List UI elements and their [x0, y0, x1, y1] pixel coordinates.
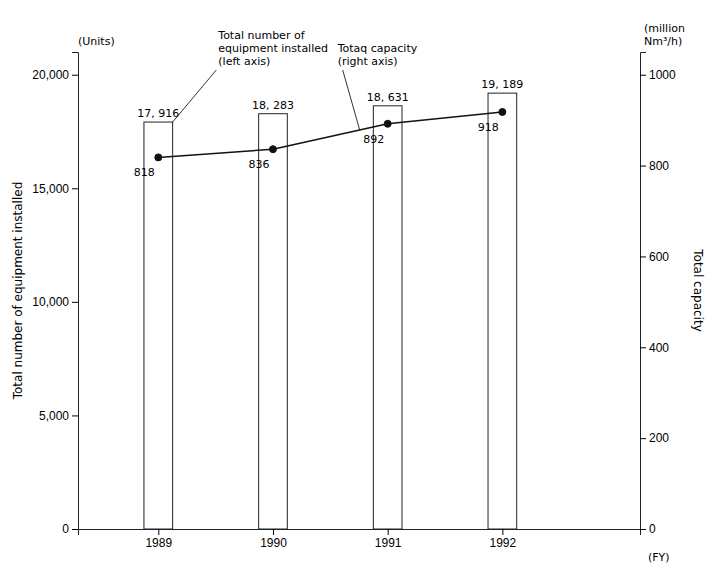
- x-axis-tick-label: 1991: [375, 536, 402, 550]
- y2-axis-tick: 200: [640, 431, 669, 445]
- bar: [373, 106, 402, 529]
- y-axis-tick: 10,000: [32, 295, 78, 309]
- x-axis-tick: 1989: [145, 529, 172, 550]
- y2-axis-tick: 600: [640, 250, 669, 264]
- marker: [384, 120, 391, 127]
- data-label: 818: [134, 166, 155, 179]
- y-axis-tick-mark: [72, 188, 78, 189]
- x-axis-tick-mark: [502, 529, 503, 535]
- y2-axis-tick-mark: [640, 529, 646, 530]
- y-axis-tick: 5,000: [39, 409, 78, 423]
- y2-axis-tick-mark: [640, 166, 646, 167]
- x-axis-title: (FY): [648, 551, 670, 564]
- y-axis-tick-mark: [72, 529, 78, 530]
- data-label: 18, 283: [252, 99, 294, 112]
- x-axis-tick: 1990: [260, 529, 287, 550]
- bar: [488, 93, 517, 529]
- y2-axis-tick: 400: [640, 341, 669, 355]
- y2-axis-tick-label: 800: [649, 159, 669, 173]
- y2-axis-tick-label: 1000: [649, 68, 676, 82]
- annotation: Total number ofequipment installed(left …: [217, 29, 328, 68]
- y-axis-line: [72, 53, 79, 530]
- chart: 1989 1990 1991 1992 0 5,000 10,000 15,000 20,000…: [0, 0, 725, 579]
- data-label: 17, 916: [137, 107, 179, 120]
- y-axis-tick-label: 0: [62, 522, 69, 536]
- data-label: 918: [478, 121, 499, 134]
- x-axis-line: [79, 530, 641, 536]
- y2-axis-tick: 1000: [640, 68, 676, 82]
- unit-label: (millionNm³/h): [644, 22, 685, 48]
- y-axis-tick-label: 20,000: [32, 68, 69, 82]
- annotation: Totaq capacity(right axis): [337, 42, 418, 68]
- plot-area: [144, 93, 517, 529]
- y2-axis-tick: 800: [640, 159, 669, 173]
- y2-axis-tick-mark: [640, 75, 646, 76]
- data-label: 892: [363, 133, 384, 146]
- x-axis-tick-label: 1990: [260, 536, 287, 550]
- y-axis: 0 5,000 10,000 15,000 20,000: [32, 53, 78, 537]
- x-axis-tick-mark: [158, 529, 159, 535]
- y-axis-tick-label: 10,000: [32, 295, 69, 309]
- y-axis-tick: 20,000: [32, 68, 78, 82]
- y-axis-tick-label: 15,000: [32, 182, 69, 196]
- y2-axis-tick-mark: [640, 256, 646, 257]
- y2-axis-tick-label: 600: [649, 250, 669, 264]
- x-axis-tick: 1992: [490, 529, 517, 550]
- x-axis-tick-label: 1989: [145, 536, 172, 550]
- marker: [499, 108, 506, 115]
- y2-axis-title: Total capacity: [691, 248, 705, 332]
- marker: [269, 146, 276, 153]
- line: [158, 112, 502, 157]
- annotation-leader: [173, 70, 217, 122]
- y-axis-tick-label: 5,000: [39, 409, 69, 423]
- x-axis-tick: 1991: [375, 529, 402, 550]
- y2-axis-line: [641, 53, 647, 530]
- x-axis-tick-mark: [388, 529, 389, 535]
- y-axis-tick-mark: [72, 415, 78, 416]
- x-axis-tick-mark: [273, 529, 274, 535]
- data-label: 836: [248, 158, 269, 171]
- annotation-leader: [343, 70, 360, 130]
- bar: [144, 122, 173, 529]
- unit-label: (Units): [78, 35, 115, 48]
- y-axis-tick: 15,000: [32, 182, 78, 196]
- y-axis-tick: 0: [62, 522, 78, 536]
- y2-axis-tick-label: 400: [649, 341, 669, 355]
- y2-axis: 0 200 400 600 800 1000: [640, 53, 676, 537]
- data-labels: 17, 916 18, 283 18, 631 19, 189 818 836 892 918: [134, 78, 524, 179]
- marker: [155, 154, 162, 161]
- y-axis-tick-mark: [72, 75, 78, 76]
- y2-axis-tick-label: 200: [649, 431, 669, 445]
- x-axis: 1989 1990 1991 1992: [79, 529, 641, 550]
- bar: [259, 114, 288, 529]
- y2-axis-tick-label: 0: [649, 522, 656, 536]
- y2-axis-tick-mark: [640, 438, 646, 439]
- data-label: 18, 631: [367, 91, 409, 104]
- y-axis-tick-mark: [72, 302, 78, 303]
- y-axis-title: Total number of equipment installed: [11, 182, 25, 401]
- annotations: (Units) (millionNm³/h) Total number ofequi…: [78, 22, 685, 130]
- y2-axis-tick-mark: [640, 347, 646, 348]
- x-axis-tick-label: 1992: [490, 536, 517, 550]
- y2-axis-tick: 0: [640, 522, 656, 536]
- data-label: 19, 189: [481, 78, 523, 91]
